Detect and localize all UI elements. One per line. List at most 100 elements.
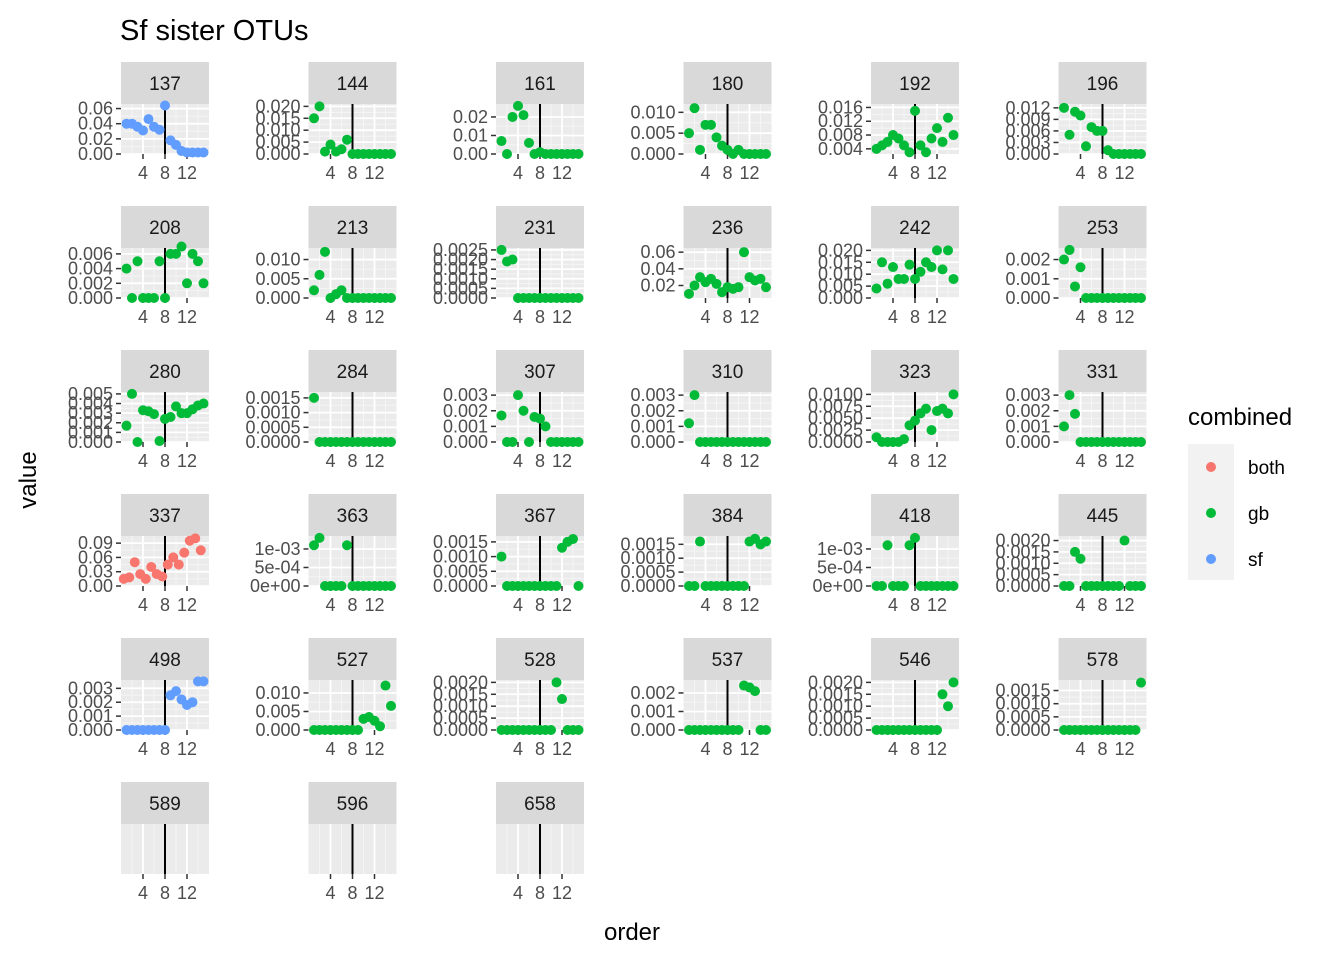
facet-strip-label: 284 — [337, 362, 369, 383]
data-point — [1064, 244, 1075, 255]
data-point — [904, 147, 915, 158]
x-tick-label: 12 — [364, 883, 384, 903]
x-tick-label: 4 — [138, 163, 148, 183]
x-tick-label: 4 — [888, 595, 898, 615]
x-tick-label: 12 — [927, 451, 947, 471]
data-point — [733, 725, 744, 735]
y-tick-label: 0.0025 — [808, 420, 863, 440]
data-point — [353, 725, 363, 735]
y-tick-label: 0.0015 — [433, 684, 488, 704]
data-point — [915, 266, 926, 277]
x-tick-label: 12 — [552, 595, 572, 615]
y-tick-label: 0.000 — [68, 288, 113, 308]
x-tick-label: 12 — [364, 451, 384, 471]
data-point — [171, 401, 181, 412]
y-tick-label: 0.005 — [630, 123, 675, 143]
data-point — [711, 278, 722, 289]
y-tick-label: 0.000 — [68, 432, 113, 452]
data-point — [132, 437, 143, 447]
data-point — [1064, 390, 1075, 401]
data-point — [761, 536, 771, 547]
facet-strip-label: 337 — [149, 506, 181, 527]
x-tick-label: 8 — [160, 883, 170, 903]
data-point — [157, 571, 168, 582]
x-tick-label: 12 — [739, 595, 759, 615]
data-point — [121, 263, 132, 274]
y-tick-label: 0.0005 — [433, 561, 488, 581]
data-point — [160, 725, 170, 735]
facet-strip-label: 307 — [524, 362, 556, 383]
x-tick-label: 8 — [910, 307, 920, 327]
facet-strip-label: 527 — [337, 650, 369, 671]
data-point — [689, 103, 700, 114]
data-point — [733, 282, 744, 293]
panel-310: 310 0.0000.0010.0020.003 4 8 12 — [630, 350, 772, 471]
x-tick-label: 4 — [138, 595, 148, 615]
data-point — [932, 245, 942, 256]
x-tick-label: 4 — [325, 451, 335, 471]
data-point — [154, 124, 165, 135]
panel-527: 527 0.0000.0050.010 4 8 12 — [255, 638, 397, 759]
legend-label-both: both — [1248, 458, 1285, 479]
y-tick-label: 0e+00 — [250, 576, 301, 596]
panel-180: 180 0.0000.0050.010 4 8 12 — [630, 62, 772, 183]
y-axis-title: value — [15, 451, 42, 508]
data-point — [551, 581, 562, 591]
y-tick-label: 0.0025 — [433, 240, 488, 260]
facet-strip-label: 418 — [899, 506, 931, 527]
y-tick-label: 0.03 — [78, 562, 113, 582]
data-point — [948, 389, 959, 400]
data-point — [193, 256, 203, 267]
x-tick-label: 8 — [347, 739, 357, 759]
y-tick-label: 0.0000 — [995, 720, 1050, 740]
data-point — [496, 244, 507, 255]
data-point — [386, 149, 396, 159]
y-tick-label: 0.0020 — [433, 672, 488, 692]
y-tick-label: 0.0010 — [620, 548, 675, 568]
panel-213: 213 0.0000.0050.010 4 8 12 — [255, 206, 397, 327]
data-point — [893, 133, 904, 144]
facet-strip-label: 546 — [899, 650, 931, 671]
facet-strip-label: 363 — [337, 506, 369, 527]
facet-strip — [683, 206, 772, 248]
data-point — [1081, 141, 1091, 152]
data-point — [904, 540, 915, 551]
x-tick-label: 8 — [535, 307, 545, 327]
x-tick-label: 12 — [177, 595, 197, 615]
x-tick-label: 4 — [325, 163, 335, 183]
data-point — [937, 264, 948, 275]
y-tick-label: 0.01 — [453, 125, 488, 145]
y-tick-label: 0.0010 — [808, 696, 863, 716]
data-point — [882, 540, 893, 551]
x-tick-label: 4 — [1075, 163, 1085, 183]
data-point — [877, 257, 887, 268]
data-point — [926, 425, 937, 436]
panel-236: 236 0.020.040.06 4 8 12 — [640, 206, 772, 327]
facet-strip-label: 180 — [712, 74, 744, 95]
x-tick-label: 8 — [347, 595, 357, 615]
y-tick-label: 0.0015 — [433, 532, 488, 552]
y-tick-label: 0.0000 — [433, 576, 488, 596]
data-point — [386, 700, 396, 711]
data-point — [926, 262, 937, 273]
data-point — [573, 149, 584, 159]
data-point — [154, 256, 165, 267]
y-tick-label: 0.003 — [443, 385, 488, 405]
panel-589: 589 4 8 12 — [121, 782, 209, 903]
data-point — [888, 262, 898, 273]
data-point — [711, 132, 722, 143]
y-tick-label: 0.02 — [78, 129, 113, 149]
data-point — [761, 725, 771, 735]
x-tick-label: 8 — [722, 163, 732, 183]
data-point — [1064, 581, 1075, 591]
data-point — [502, 149, 512, 159]
x-tick-label: 12 — [739, 307, 759, 327]
data-point — [943, 408, 953, 419]
y-tick-label: 0.04 — [640, 259, 675, 279]
y-tick-label: 0.001 — [68, 706, 113, 726]
facet-strip — [683, 638, 772, 680]
